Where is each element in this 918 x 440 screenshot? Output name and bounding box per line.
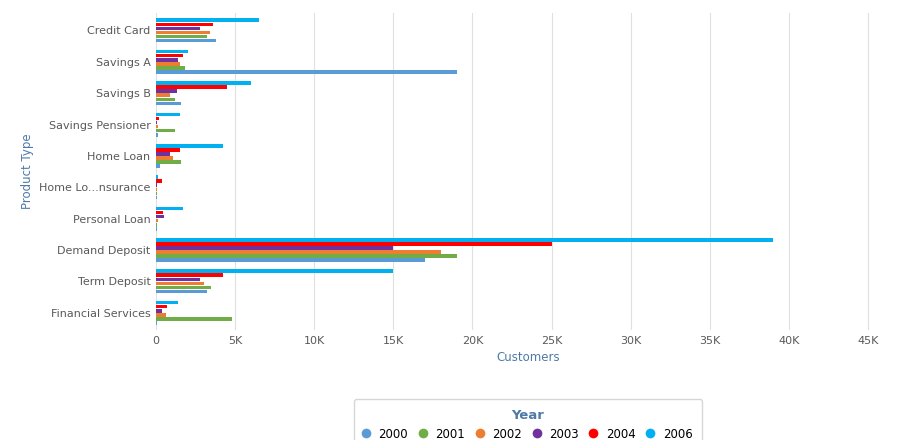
X-axis label: Customers: Customers (496, 351, 560, 364)
Bar (156, 286, 211, 289)
Bar (156, 156, 174, 160)
Bar (156, 215, 164, 218)
Bar (156, 125, 158, 128)
Bar (156, 223, 157, 227)
Bar (156, 258, 425, 262)
Bar (156, 117, 159, 120)
Bar (156, 148, 180, 152)
Bar (156, 62, 180, 66)
Legend: 2000, 2001, 2002, 2003, 2004, 2006: 2000, 2001, 2002, 2003, 2004, 2006 (353, 399, 702, 440)
Bar (156, 238, 773, 242)
Bar (156, 54, 183, 58)
Bar (156, 98, 175, 101)
Bar (156, 211, 163, 214)
Bar (156, 66, 185, 70)
Bar (156, 305, 167, 308)
Bar (156, 183, 157, 187)
Bar (156, 164, 160, 168)
Bar (156, 39, 216, 42)
Bar (156, 121, 157, 125)
Bar (156, 196, 157, 199)
Bar (156, 242, 552, 246)
Bar (156, 31, 210, 34)
Bar (156, 282, 204, 285)
Bar (156, 113, 180, 116)
Bar (156, 317, 232, 321)
Bar (156, 207, 183, 210)
Bar (156, 160, 182, 164)
Bar (156, 35, 207, 38)
Bar (156, 70, 456, 74)
Bar (156, 309, 162, 312)
Bar (156, 26, 200, 30)
Bar (156, 175, 159, 179)
Bar (156, 81, 251, 85)
Bar (156, 22, 213, 26)
Bar (156, 180, 162, 183)
Bar (156, 313, 165, 317)
Bar (156, 144, 222, 147)
Bar (156, 89, 176, 93)
Y-axis label: Product Type: Product Type (20, 134, 34, 209)
Bar (156, 102, 182, 105)
Bar (156, 246, 394, 250)
Bar (156, 50, 187, 53)
Bar (156, 274, 222, 277)
Bar (156, 129, 175, 132)
Bar (156, 18, 259, 22)
Bar (156, 301, 178, 304)
Bar (156, 321, 157, 325)
Bar (156, 278, 200, 281)
Bar (156, 85, 228, 89)
Bar (156, 290, 207, 293)
Bar (156, 152, 171, 156)
Bar (156, 93, 171, 97)
Bar (156, 219, 159, 223)
Bar (156, 269, 394, 273)
Bar (156, 227, 157, 231)
Bar (156, 254, 456, 258)
Bar (156, 250, 441, 254)
Bar (156, 58, 178, 62)
Bar (156, 191, 157, 195)
Bar (156, 133, 159, 136)
